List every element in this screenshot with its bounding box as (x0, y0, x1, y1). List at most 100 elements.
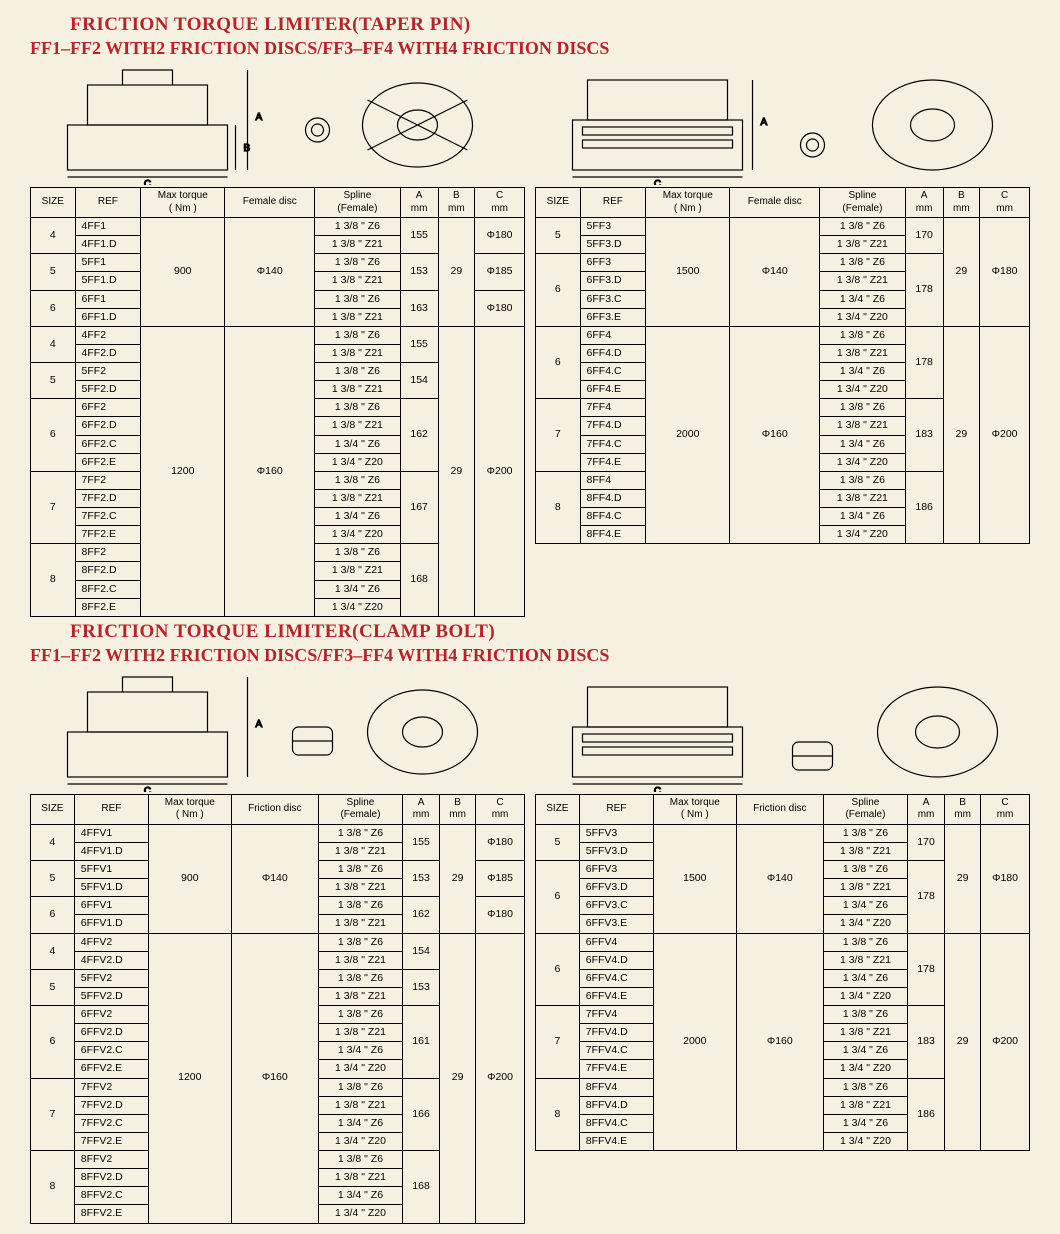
cell-spline: 1 3/4 " Z6 (823, 969, 907, 987)
cell-ref: 7FF2.E (75, 526, 141, 544)
cell-ref: 7FFV2.C (74, 1114, 148, 1132)
cell-size: 5 (31, 254, 76, 290)
cell-ref: 4FFV1 (74, 824, 148, 842)
cell-spline: 1 3/4 " Z6 (315, 580, 401, 598)
svg-text:C: C (654, 786, 661, 792)
section2-title: FRICTION TORQUE LIMITER(CLAMP BOLT) (70, 621, 1030, 643)
cell-ref: 6FFV3.E (579, 915, 653, 933)
table-header: SIZE (31, 188, 76, 218)
table-header: Bmm (943, 188, 980, 218)
cell-a: 186 (907, 1078, 944, 1151)
cell-size: 4 (31, 824, 75, 860)
cell-spline: 1 3/8 " Z6 (820, 399, 906, 417)
cell-spline: 1 3/4 " Z6 (820, 290, 906, 308)
cell-a: 167 (400, 471, 438, 544)
cell-ref: 6FF1.D (75, 308, 141, 326)
cell-a: 178 (907, 861, 944, 934)
cell-spline: 1 3/4 " Z20 (823, 915, 907, 933)
table-header: Max torque ( Nm ) (148, 794, 231, 824)
cell-disc: Φ140 (225, 218, 315, 327)
svg-text:A: A (256, 112, 263, 123)
cell-spline: 1 3/8 " Z6 (318, 969, 402, 987)
cell-ref: 7FFV4 (579, 1006, 653, 1024)
cell-spline: 1 3/8 " Z21 (820, 489, 906, 507)
cell-ref: 5FFV3 (579, 824, 653, 842)
cell-torque: 1200 (141, 326, 225, 616)
table-header: REF (74, 794, 148, 824)
cell-ref: 5FF2 (75, 363, 141, 381)
cell-spline: 1 3/4 " Z20 (820, 381, 906, 399)
table-header: Spline (Female) (823, 794, 907, 824)
table-header: Female disc (225, 188, 315, 218)
cell-spline: 1 3/8 " Z21 (315, 562, 401, 580)
cell-torque: 1500 (653, 824, 736, 933)
cell-ref: 6FF4 (580, 326, 646, 344)
table-header: SIZE (536, 794, 580, 824)
cell-ref: 4FFV1.D (74, 842, 148, 860)
cell-size: 5 (31, 969, 75, 1005)
cell-spline: 1 3/4 " Z20 (318, 1060, 402, 1078)
cell-spline: 1 3/4 " Z6 (820, 508, 906, 526)
cell-ref: 6FF4.D (580, 344, 646, 362)
cell-spline: 1 3/4 " Z20 (318, 1132, 402, 1150)
cell-ref: 8FFV4.D (579, 1096, 653, 1114)
cell-spline: 1 3/4 " Z20 (820, 526, 906, 544)
cell-a: 166 (402, 1078, 439, 1151)
svg-text:A: A (761, 117, 768, 128)
cell-c: Φ200 (475, 326, 525, 616)
cell-spline: 1 3/8 " Z6 (823, 861, 907, 879)
cell-size: 7 (31, 1078, 75, 1151)
cell-size: 7 (536, 399, 581, 472)
svg-text:C: C (144, 786, 151, 792)
cell-ref: 6FFV3.C (579, 897, 653, 915)
table-header: Amm (402, 794, 439, 824)
cell-c: Φ180 (475, 218, 525, 254)
cell-spline: 1 3/4 " Z20 (820, 308, 906, 326)
cell-a: 153 (400, 254, 438, 290)
cell-a: 178 (907, 933, 944, 1006)
diagram-ff12-taper: C B A (30, 65, 525, 185)
table-header: Friction disc (736, 794, 823, 824)
cell-torque: 2000 (646, 326, 730, 544)
cell-disc: Φ140 (231, 824, 318, 933)
cell-spline: 1 3/8 " Z21 (315, 272, 401, 290)
cell-ref: 5FF3 (580, 218, 646, 236)
cell-disc: Φ140 (736, 824, 823, 933)
cell-b: 29 (438, 326, 475, 616)
cell-ref: 6FFV2.E (74, 1060, 148, 1078)
table-header: REF (580, 188, 646, 218)
cell-spline: 1 3/8 " Z6 (315, 363, 401, 381)
cell-spline: 1 3/8 " Z21 (315, 417, 401, 435)
table-header: Bmm (440, 794, 476, 824)
table-row: 44FFV1900Φ1401 3/8 " Z615529Φ180 (31, 824, 525, 842)
cell-size: 5 (536, 824, 580, 860)
cell-ref: 7FFV4.E (579, 1060, 653, 1078)
cell-spline: 1 3/8 " Z21 (823, 951, 907, 969)
cell-ref: 8FF2.C (75, 580, 141, 598)
cell-ref: 8FF4 (580, 471, 646, 489)
cell-c: Φ180 (476, 824, 525, 860)
cell-spline: 1 3/4 " Z6 (315, 508, 401, 526)
table-header: SIZE (536, 188, 581, 218)
section2-body: C A SIZEREFMax torque ( Nm )Friction dis… (30, 670, 1030, 1224)
cell-spline: 1 3/4 " Z20 (823, 987, 907, 1005)
cell-size: 6 (31, 897, 75, 933)
cell-spline: 1 3/8 " Z21 (820, 272, 906, 290)
cell-disc: Φ160 (730, 326, 820, 544)
table-row: 55FF31500Φ1401 3/8 " Z617029Φ180 (536, 218, 1030, 236)
cell-spline: 1 3/8 " Z6 (318, 1078, 402, 1096)
cell-ref: 5FFV2.D (74, 987, 148, 1005)
cell-spline: 1 3/8 " Z21 (823, 879, 907, 897)
table-header: Spline (Female) (820, 188, 906, 218)
cell-ref: 8FF2.E (75, 598, 141, 616)
cell-ref: 7FF4.C (580, 435, 646, 453)
cell-a: 155 (400, 326, 438, 362)
cell-spline: 1 3/8 " Z21 (315, 489, 401, 507)
table-s2-right: SIZEREFMax torque ( Nm )Friction discSpl… (535, 794, 1030, 1151)
diagram-ff34-clamp: C (535, 672, 1030, 792)
cell-a: 186 (905, 471, 943, 544)
cell-ref: 6FFV2.D (74, 1024, 148, 1042)
table-s2-left: SIZEREFMax torque ( Nm )Friction discSpl… (30, 794, 525, 1224)
cell-spline: 1 3/8 " Z21 (318, 1096, 402, 1114)
cell-a: 163 (400, 290, 438, 326)
